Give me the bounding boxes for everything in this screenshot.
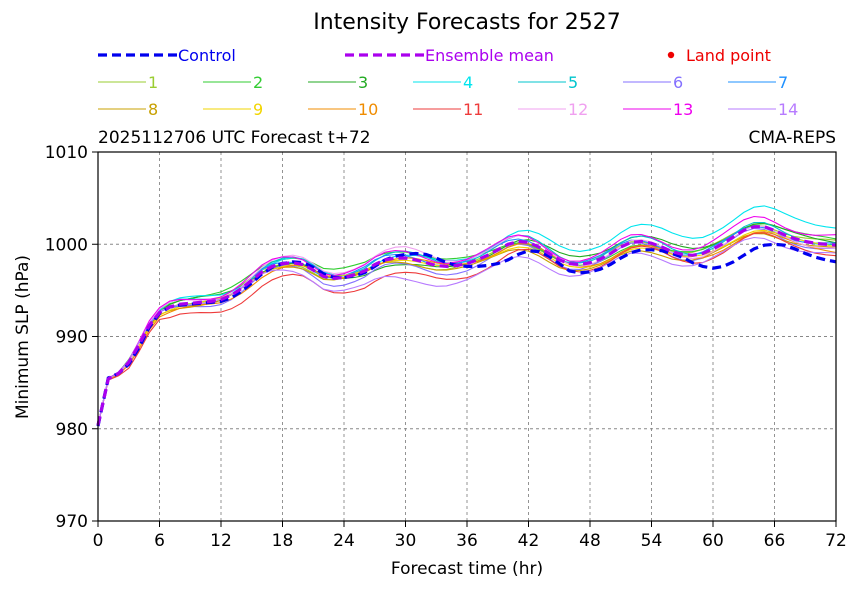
x-tick-label: 72 [825, 531, 847, 551]
chart-title: Intensity Forecasts for 2527 [313, 10, 621, 35]
x-tick-label: 18 [272, 531, 294, 551]
control-legend-label: Control [178, 46, 236, 65]
x-tick-label: 6 [154, 531, 165, 551]
y-tick-label: 990 [56, 328, 88, 348]
y-axis-label: Minimum SLP (hPa) [13, 255, 33, 419]
x-tick-label: 42 [518, 531, 540, 551]
x-tick-label: 30 [395, 531, 417, 551]
x-tick-label: 48 [579, 531, 601, 551]
control-line [96, 242, 837, 427]
member-2-legend-label: 2 [253, 73, 263, 92]
member-5-legend-label: 5 [568, 73, 578, 92]
member-line-13 [97, 215, 837, 426]
land-point-label: Land point [686, 46, 771, 65]
member-11-legend-label: 11 [463, 100, 483, 119]
x-axis-label: Forecast time (hr) [391, 559, 543, 579]
x-tick-label: 66 [764, 531, 786, 551]
y-tick-label: 970 [56, 512, 88, 532]
x-tick-label: 24 [333, 531, 355, 551]
x-tick-label: 36 [456, 531, 478, 551]
member-8-legend-label: 8 [148, 100, 158, 119]
member-9-legend-label: 9 [253, 100, 263, 119]
grid [98, 152, 836, 521]
land-point-marker [667, 51, 675, 59]
y-tick-label: 1000 [45, 235, 88, 255]
member-13-legend-label: 13 [673, 100, 693, 119]
forecast-time-label: 2025112706 UTC Forecast t+72 [98, 128, 371, 148]
member-12-legend-label: 12 [568, 100, 588, 119]
y-tick-label: 980 [56, 420, 88, 440]
member-1-legend-label: 1 [148, 73, 158, 92]
series-lines [96, 205, 837, 427]
member-6-legend-label: 6 [673, 73, 683, 92]
member-line-11 [97, 232, 837, 426]
member-7-legend-label: 7 [778, 73, 788, 92]
ensemble-mean-line [96, 225, 837, 426]
x-tick-label: 54 [641, 531, 663, 551]
axis-ticks: 0 6 12 18 24 30 36 42 48 54 60 66 72 970 980 990 1000 101… [45, 143, 847, 551]
x-tick-label: 12 [210, 531, 232, 551]
member-14-legend-label: 14 [778, 100, 798, 119]
ensemble-mean-legend-label: Ensemble mean [425, 46, 554, 65]
member-10-legend-label: 10 [358, 100, 378, 119]
y-tick-label: 1010 [45, 143, 88, 163]
x-tick-label: 60 [702, 531, 724, 551]
x-tick-label: 0 [93, 531, 104, 551]
model-label: CMA-REPS [748, 128, 836, 148]
member-3-legend-label: 3 [358, 73, 368, 92]
plot-area: 0 6 12 18 24 30 36 42 48 54 60 66 72 970 980 990 1000 101… [45, 143, 847, 551]
member-4-legend-label: 4 [463, 73, 473, 92]
